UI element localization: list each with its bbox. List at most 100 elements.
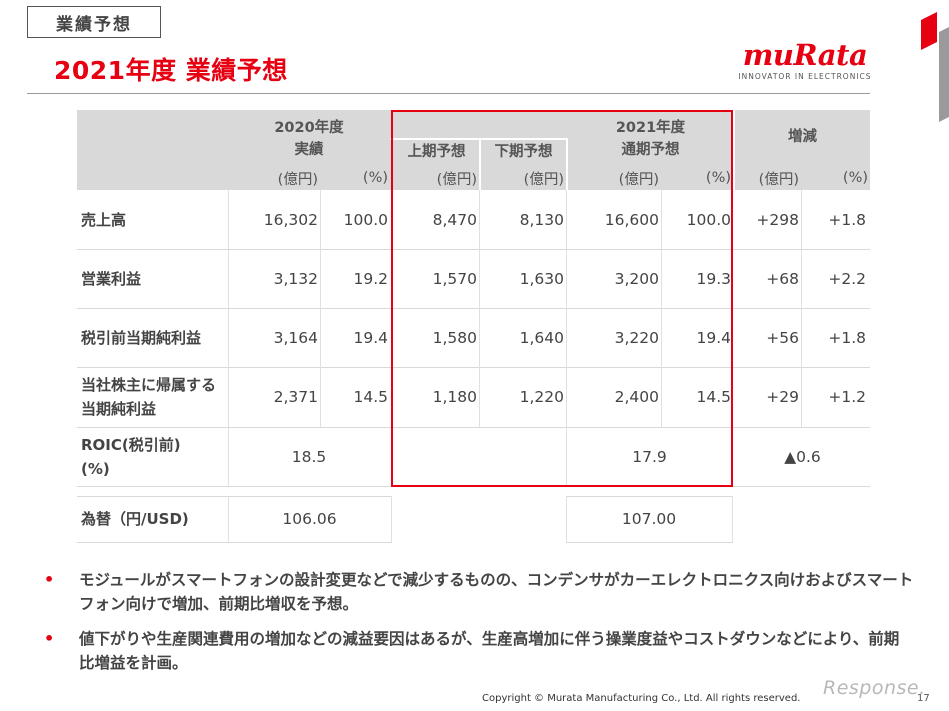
- title-divider: [27, 93, 870, 94]
- murata-logo: muRata INNOVATOR IN ELECTRONICS: [738, 38, 872, 86]
- row-label-pretax-income: 税引前当期純利益: [81, 328, 202, 347]
- table-cell: 19.2: [353, 269, 388, 288]
- header-fy2020-actual: 実績: [294, 142, 324, 158]
- fx-fy2020: 106.06: [282, 510, 337, 528]
- fx-fy2021: 107.00: [621, 510, 677, 528]
- table-cell: +1.8: [828, 328, 866, 347]
- unit-cell: (億円): [523, 171, 564, 188]
- logo-tagline: INNOVATOR IN ELECTRONICS: [738, 72, 872, 81]
- header-fy2021: 2021年度 通期予想: [568, 114, 733, 164]
- table-cell: 14.5: [353, 388, 388, 406]
- row-separator: [77, 542, 392, 543]
- table-cell: 3,200: [614, 269, 659, 288]
- table-cell: 100.0: [686, 210, 731, 229]
- table-cell: 2,400: [614, 388, 659, 406]
- table-cell: 1,180: [432, 388, 477, 406]
- header-divider: [479, 140, 481, 190]
- header-fy2020: 2020年度 実績: [228, 114, 390, 164]
- response-watermark: Response.: [823, 677, 926, 699]
- table-cell: +298: [756, 210, 799, 229]
- row-separator: [77, 249, 870, 250]
- table-cell: +2.2: [828, 269, 866, 288]
- row-separator: [566, 542, 733, 543]
- table-cell: 1,630: [519, 269, 564, 288]
- table-cell: 3,220: [614, 328, 659, 347]
- header-second-half: 下期予想: [494, 144, 553, 160]
- row-label-fx: 為替（円/USD): [81, 510, 189, 528]
- row-label-operating-income: 営業利益: [81, 269, 142, 288]
- table-cell: 8,130: [519, 210, 564, 229]
- header-divider: [566, 138, 568, 190]
- unit-cell: (億円): [436, 171, 477, 188]
- header-change: 増減: [788, 129, 817, 145]
- header-full-year: 通期予想: [621, 142, 680, 158]
- row-separator: [77, 427, 870, 428]
- header-fy2021-year: 2021年度: [615, 120, 686, 136]
- row-label-sales: 売上高: [81, 210, 127, 229]
- table-header-bg: [77, 110, 870, 190]
- row-label-roic-line2: (%): [81, 459, 110, 478]
- row-separator: [77, 367, 870, 368]
- bullet-text: モジュールがスマートフォンの設計変更などで減少するものの、コンデンサがカーエレク…: [79, 571, 914, 613]
- header-divider: [733, 110, 735, 190]
- bullet-dot-icon: •: [44, 629, 55, 648]
- bullet-text: 値下がりや生産関連費用の増加などの減益要因はあるが、生産高増加に伴う操業度益やコ…: [79, 630, 900, 672]
- column-divider: [732, 496, 733, 542]
- table-cell: 1,640: [519, 328, 564, 347]
- unit-cell: (%): [362, 170, 388, 186]
- column-divider: [566, 496, 567, 542]
- commentary-bullets: • モジュールがスマートフォンの設計変更などで減少するものの、コンデンサがカーエ…: [44, 568, 914, 686]
- table-cell: 3,164: [273, 328, 318, 347]
- table-cell: 1,580: [432, 328, 477, 347]
- column-divider: [661, 190, 662, 427]
- table-cell: 3,132: [273, 269, 318, 288]
- table-cell: 2,371: [273, 388, 318, 406]
- table-cell: +68: [766, 269, 799, 288]
- fy2021-forecast-highlight: [391, 110, 733, 487]
- unit-cell: (%): [842, 170, 868, 186]
- column-divider: [566, 190, 567, 486]
- forecast-table: 2020年度 実績 2021年度 通期予想 上期予想 下期予想 増減 (億円) …: [77, 110, 870, 543]
- column-divider: [228, 496, 229, 542]
- unit-cell: (億円): [758, 171, 799, 188]
- unit-cell: (%): [705, 170, 731, 186]
- table-cell: 19.3: [696, 269, 731, 288]
- header-divider: [390, 138, 566, 140]
- table-cell: +56: [766, 328, 799, 347]
- table-cell: 16,302: [263, 210, 318, 229]
- table-cell: 16,600: [604, 210, 659, 229]
- row-separator: [77, 496, 392, 497]
- row-label-net-income-line2: 当期純利益: [81, 400, 157, 418]
- row-separator: [77, 308, 870, 309]
- table-cell: 1,570: [432, 269, 477, 288]
- copyright: Copyright © Murata Manufacturing Co., Lt…: [482, 693, 801, 704]
- section-tag: 業績予想: [27, 6, 161, 38]
- column-divider: [479, 190, 480, 427]
- logo-wordmark: muRata: [742, 38, 868, 72]
- table-cell: 100.0: [343, 210, 388, 229]
- page-title: 2021年度 業績予想: [54, 56, 288, 85]
- table-cell: 19.4: [353, 328, 388, 347]
- column-divider: [228, 190, 229, 486]
- unit-cell: (億円): [277, 171, 318, 188]
- roic-fy2021: 17.9: [632, 447, 667, 466]
- table-cell: 1,220: [519, 388, 564, 406]
- bullet-dot-icon: •: [44, 570, 55, 589]
- header-fy2020-year: 2020年度: [274, 120, 344, 136]
- bullet-item: • 値下がりや生産関連費用の増加などの減益要因はあるが、生産高増加に伴う操業度益…: [44, 627, 914, 675]
- page-number: 17: [917, 693, 930, 704]
- unit-cell: (億円): [618, 171, 659, 188]
- table-cell: 8,470: [432, 210, 477, 229]
- bullet-item: • モジュールがスマートフォンの設計変更などで減少するものの、コンデンサがカーエ…: [44, 568, 914, 616]
- header-first-half: 上期予想: [407, 144, 466, 160]
- column-divider: [320, 190, 321, 427]
- table-cell: +1.8: [828, 210, 866, 229]
- roic-fy2020: 18.5: [291, 447, 327, 466]
- column-divider: [801, 190, 802, 427]
- row-label-roic: ROIC(税引前) (%): [77, 427, 228, 486]
- row-label-net-income-line1: 当社株主に帰属する: [81, 376, 217, 394]
- column-divider: [391, 496, 392, 542]
- table-cell: +1.2: [828, 388, 866, 406]
- corner-decoration: [921, 12, 949, 122]
- table-cell: +29: [766, 388, 799, 406]
